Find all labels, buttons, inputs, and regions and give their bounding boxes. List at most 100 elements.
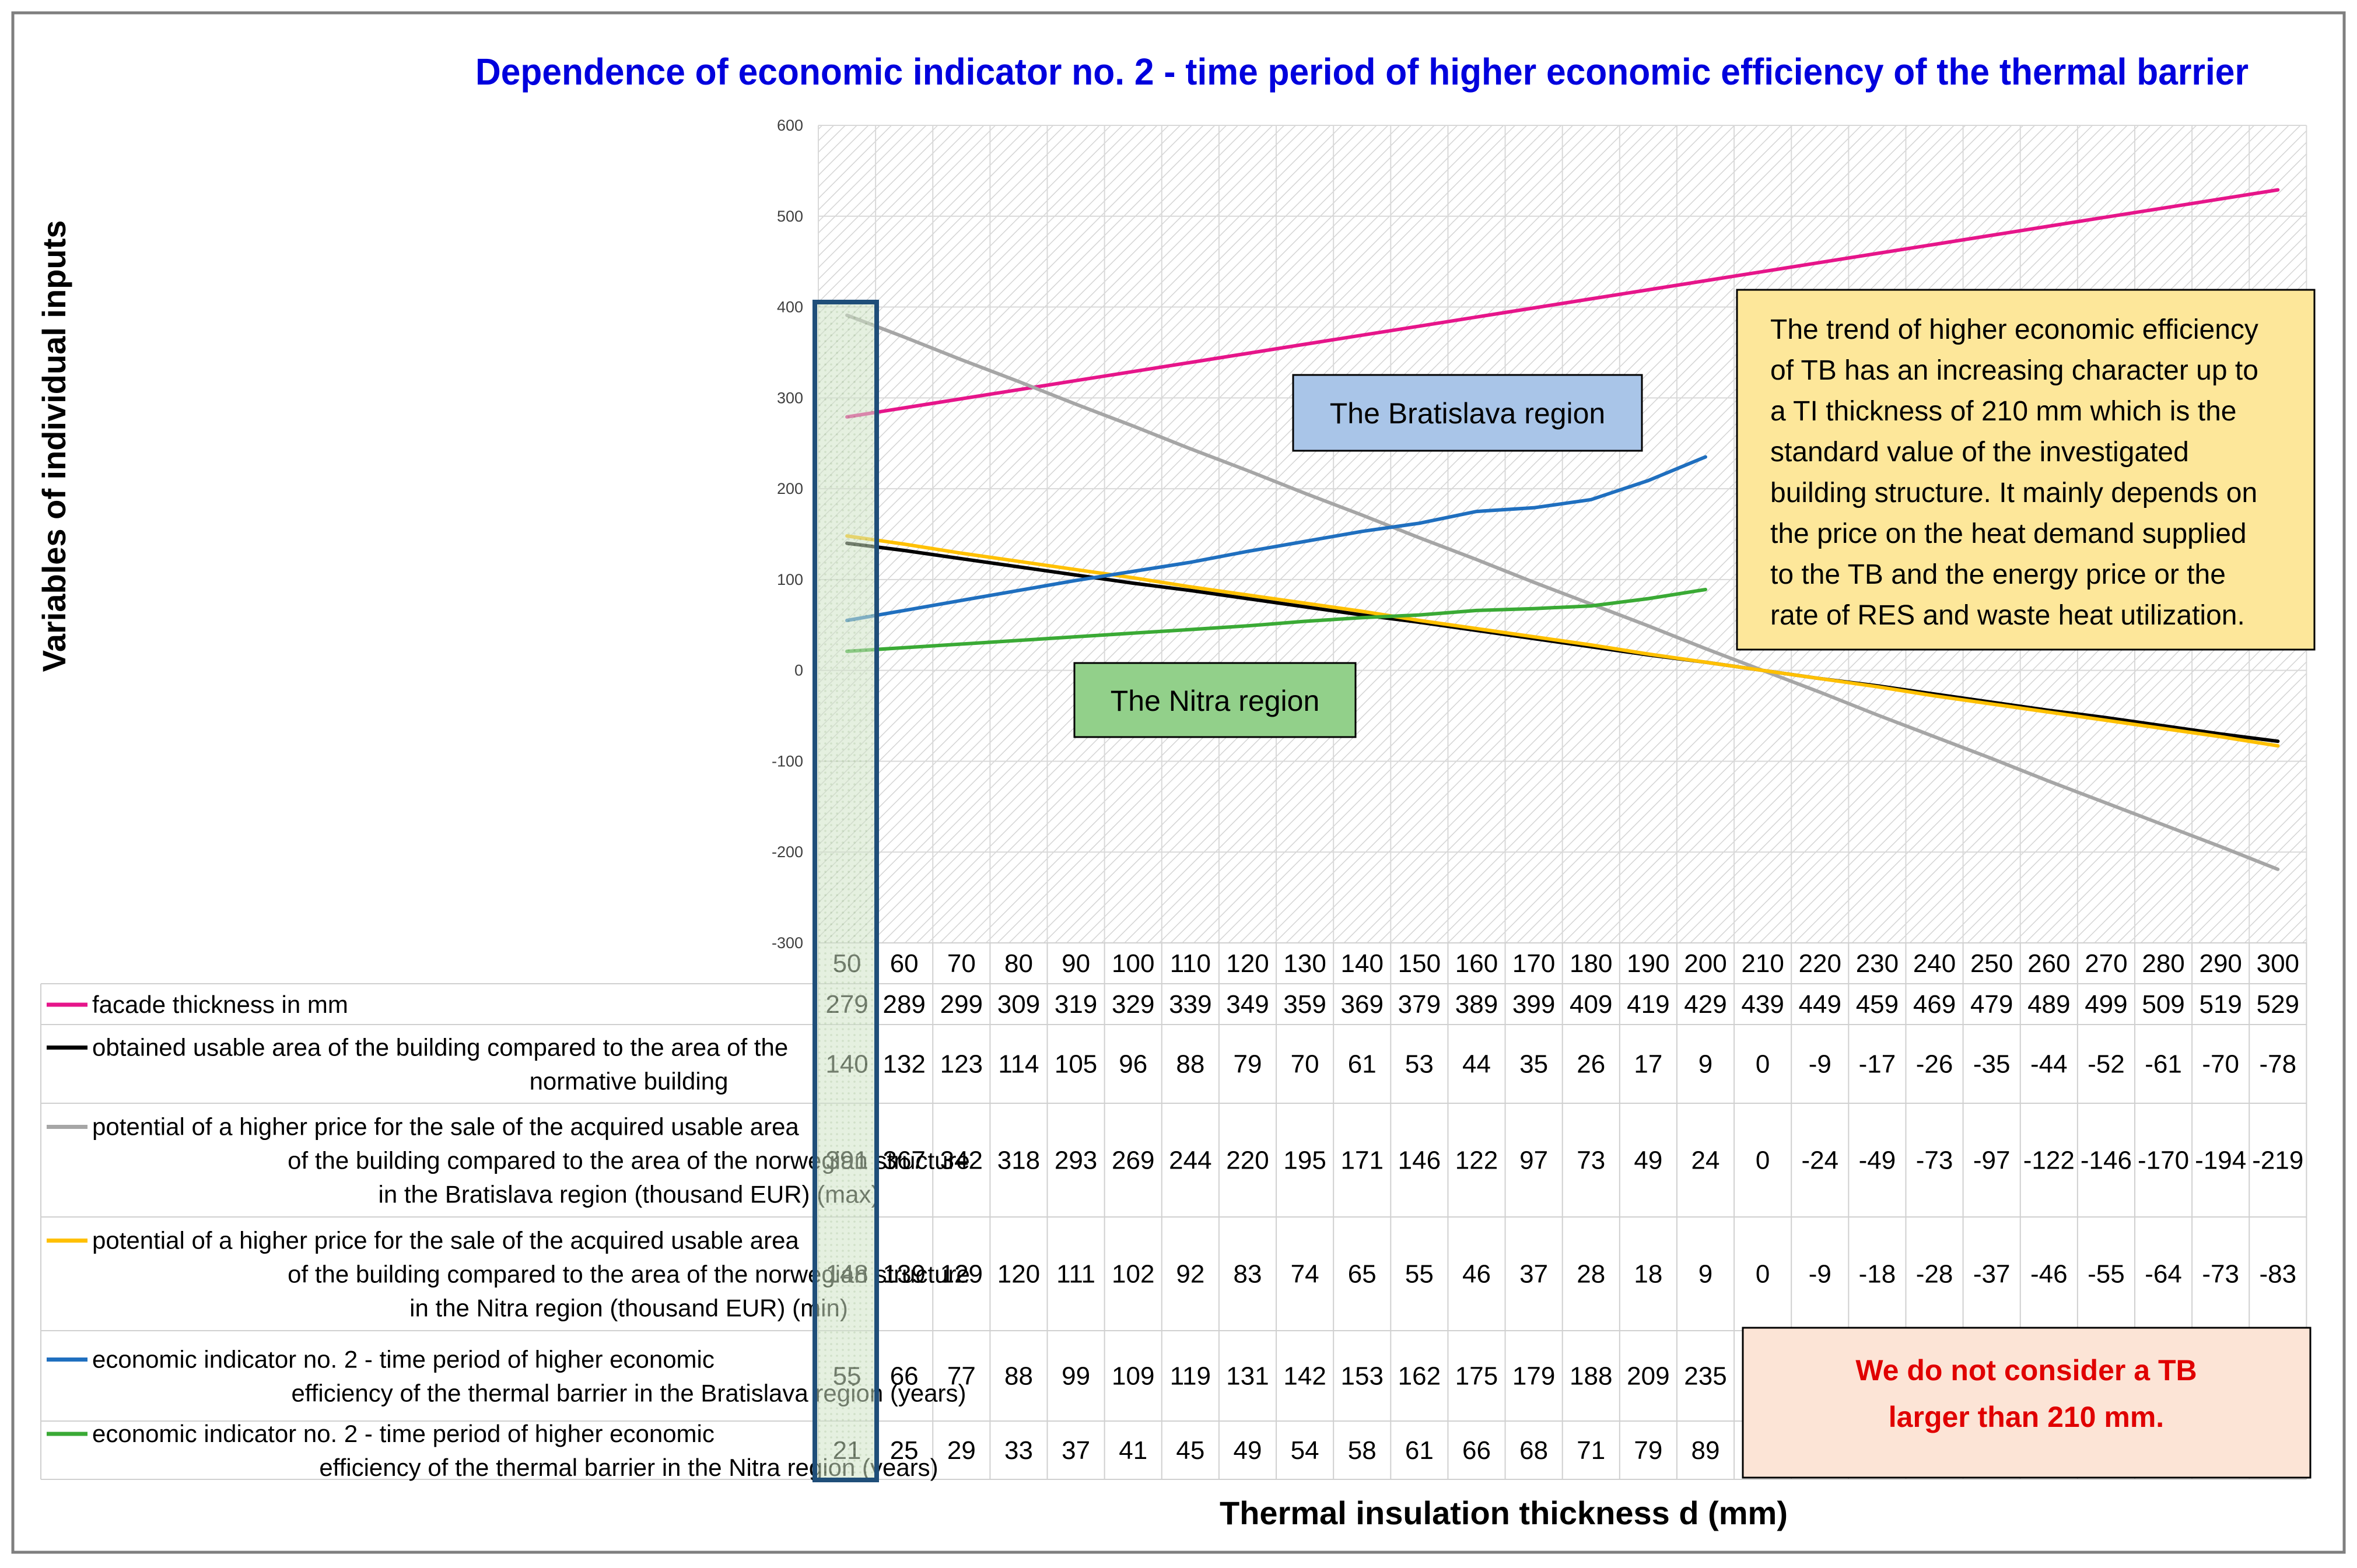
- nitra-region-label: The Nitra region: [1111, 685, 1320, 717]
- table-cell: 469: [1913, 990, 1956, 1019]
- trend-note-line: rate of RES and waste heat utilization.: [1770, 600, 2245, 631]
- table-cell: 509: [2142, 990, 2184, 1019]
- legend-label: in the Nitra region (thousand EUR) (min): [409, 1295, 848, 1322]
- table-cell: 139: [882, 1260, 925, 1289]
- table-cell: 429: [1684, 990, 1726, 1019]
- table-cell: 105: [1055, 1050, 1097, 1079]
- table-cell: 54: [1291, 1436, 1319, 1465]
- table-cell: 88: [1004, 1362, 1033, 1391]
- x-axis-label: Thermal insulation thickness d (mm): [1220, 1495, 1788, 1531]
- table-cell: -9: [1809, 1260, 1831, 1289]
- y-tick-label: 300: [777, 389, 803, 406]
- table-cell: 44: [1462, 1050, 1491, 1079]
- x-tick-label: 170: [1512, 949, 1555, 978]
- table-cell: 132: [882, 1050, 925, 1079]
- trend-note-line: of TB has an increasing character up to: [1770, 355, 2258, 386]
- table-cell: 102: [1112, 1260, 1154, 1289]
- x-tick-label: 200: [1684, 949, 1726, 978]
- series-line: [845, 534, 2280, 748]
- table-cell: 66: [1462, 1436, 1491, 1465]
- table-cell: 162: [1398, 1362, 1441, 1391]
- x-tick-label: 150: [1398, 949, 1441, 978]
- x-tick-label: 120: [1226, 949, 1269, 978]
- x-tick-label: 220: [1799, 949, 1841, 978]
- table-cell: 122: [1455, 1146, 1498, 1175]
- bratislava-region-label: The Bratislava region: [1330, 397, 1605, 430]
- table-cell: 129: [940, 1260, 983, 1289]
- table-cell: 188: [1570, 1362, 1612, 1391]
- table-cell: 439: [1741, 990, 1784, 1019]
- table-cell: -9: [1809, 1050, 1831, 1079]
- table-cell: -61: [2145, 1050, 2182, 1079]
- table-cell: -18: [1859, 1260, 1896, 1289]
- table-cell: 146: [1398, 1146, 1441, 1175]
- warning-box: [1742, 1327, 2312, 1479]
- legend-label: normative building: [530, 1068, 729, 1095]
- table-cell: 41: [1119, 1436, 1147, 1465]
- table-cell: 379: [1398, 990, 1441, 1019]
- table-cell: 37: [1519, 1260, 1548, 1289]
- table-cell: 49: [1634, 1146, 1662, 1175]
- table-cell: -28: [1916, 1260, 1953, 1289]
- table-cell: 9: [1698, 1050, 1712, 1079]
- x-tick-label: 300: [2257, 949, 2299, 978]
- table-cell: 269: [1112, 1146, 1154, 1175]
- table-cell: 25: [890, 1436, 919, 1465]
- table-cell: -73: [1916, 1146, 1953, 1175]
- table-cell: 9: [1698, 1260, 1712, 1289]
- y-tick-label: 0: [794, 662, 803, 679]
- table-cell: 114: [998, 1050, 1039, 1079]
- table-cell: 209: [1627, 1362, 1669, 1391]
- table-cell: -24: [1801, 1146, 1838, 1175]
- table-cell: 17: [1634, 1050, 1662, 1079]
- table-cell: 71: [1577, 1436, 1605, 1465]
- table-cell: 399: [1512, 990, 1555, 1019]
- legend-label: potential of a higher price for the sale…: [92, 1113, 799, 1141]
- highlight-column: [812, 300, 879, 1482]
- table-cell: 195: [1283, 1146, 1326, 1175]
- table-cell: 131: [1226, 1362, 1269, 1391]
- legend-label: economic indicator no. 2 - time period o…: [92, 1346, 715, 1373]
- table-cell: 529: [2257, 990, 2299, 1019]
- bratislava-region-box: [1292, 374, 1643, 452]
- table-cell: 419: [1627, 990, 1669, 1019]
- table-cell: -97: [1973, 1146, 2011, 1175]
- table-cell: 111: [1056, 1260, 1095, 1289]
- y-tick-label: 600: [777, 117, 803, 134]
- x-tick-label: 60: [890, 949, 919, 978]
- x-tick-label: 160: [1455, 949, 1498, 978]
- x-tick-label: 290: [2199, 949, 2242, 978]
- table-cell: 74: [1291, 1260, 1319, 1289]
- series-line: [845, 541, 2280, 743]
- table-cell: -73: [2202, 1260, 2239, 1289]
- table-cell: 79: [1233, 1050, 1262, 1079]
- table-cell: 37: [1062, 1436, 1090, 1465]
- x-tick-label: 210: [1741, 949, 1784, 978]
- trend-note-line: standard value of the investigated: [1770, 437, 2189, 468]
- table-cell: 119: [1170, 1362, 1211, 1391]
- table-cell: -46: [2030, 1260, 2068, 1289]
- table-cell: 58: [1348, 1436, 1377, 1465]
- table-cell: 66: [890, 1362, 919, 1391]
- table-cell: 89: [1691, 1436, 1720, 1465]
- table-cell: 319: [1055, 990, 1097, 1019]
- x-tick-label: 110: [1170, 949, 1211, 978]
- table-cell: 53: [1405, 1050, 1434, 1079]
- table-cell: 489: [2027, 990, 2070, 1019]
- table-cell: 389: [1455, 990, 1498, 1019]
- table-cell: 18: [1634, 1260, 1662, 1289]
- table-cell: 0: [1756, 1146, 1770, 1175]
- table-cell: 409: [1570, 990, 1612, 1019]
- table-cell: 49: [1233, 1436, 1262, 1465]
- table-cell: -219: [2252, 1146, 2303, 1175]
- table-cell: 35: [1519, 1050, 1548, 1079]
- table-cell: 92: [1176, 1260, 1204, 1289]
- table-cell: 519: [2199, 990, 2242, 1019]
- x-tick-label: 190: [1627, 949, 1669, 978]
- y-tick-label: 100: [777, 571, 803, 588]
- table-cell: 96: [1119, 1050, 1147, 1079]
- series-line: [845, 188, 2280, 419]
- table-cell: 309: [997, 990, 1040, 1019]
- x-tick-label: 70: [947, 949, 976, 978]
